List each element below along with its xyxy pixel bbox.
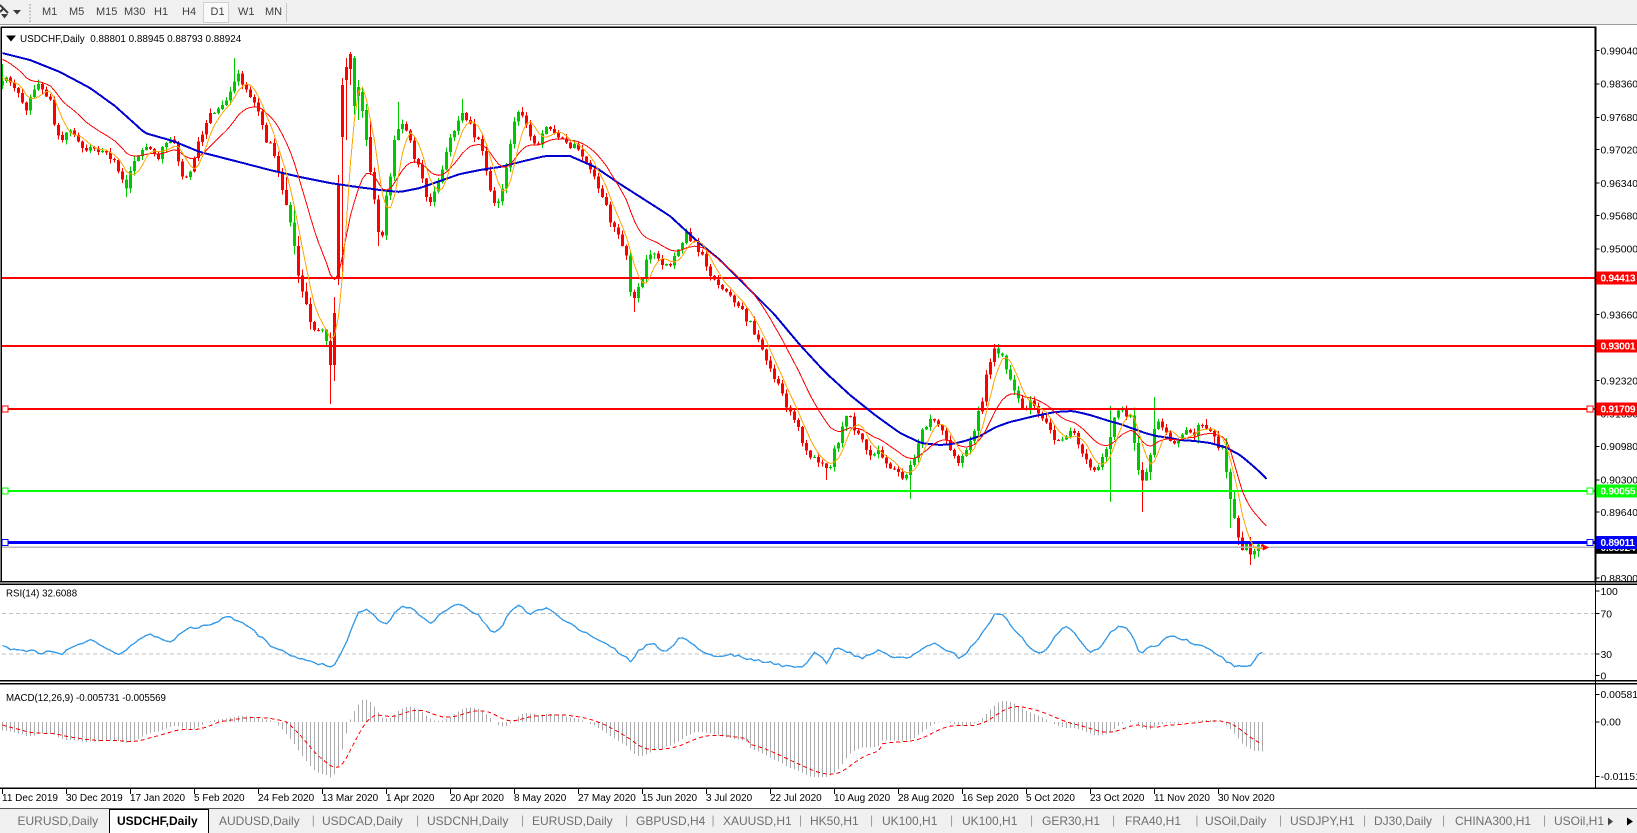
svg-text:28 Aug 2020: 28 Aug 2020 xyxy=(898,793,955,804)
svg-text:MACD(12,26,9) -0.005731 -0.005: MACD(12,26,9) -0.005731 -0.005569 xyxy=(6,693,166,704)
svg-text:0.97020: 0.97020 xyxy=(1601,146,1637,157)
svg-text:0.98360: 0.98360 xyxy=(1601,80,1637,91)
svg-text:15 Jun 2020: 15 Jun 2020 xyxy=(642,793,697,804)
svg-text:27 May 2020: 27 May 2020 xyxy=(578,793,636,804)
svg-text:0.94413: 0.94413 xyxy=(1601,274,1636,285)
svg-text:0.89640: 0.89640 xyxy=(1601,508,1637,519)
svg-text:3 Jul 2020: 3 Jul 2020 xyxy=(706,793,753,804)
svg-text:0.97680: 0.97680 xyxy=(1601,113,1637,124)
svg-text:70: 70 xyxy=(1601,609,1613,620)
svg-text:USDCHF,Daily 0.88801 0.88945: USDCHF,Daily 0.88801 0.88945 0.88793 0.8… xyxy=(20,34,242,45)
svg-text:0: 0 xyxy=(1601,671,1607,682)
svg-text:13 Mar 2020: 13 Mar 2020 xyxy=(322,793,379,804)
svg-text:RSI(14) 32.6088: RSI(14) 32.6088 xyxy=(6,589,77,600)
svg-text:8 May 2020: 8 May 2020 xyxy=(514,793,567,804)
svg-text:0.90300: 0.90300 xyxy=(1601,476,1637,487)
svg-text:23 Oct 2020: 23 Oct 2020 xyxy=(1090,793,1145,804)
svg-text:0.96340: 0.96340 xyxy=(1601,179,1637,190)
svg-text:10 Aug 2020: 10 Aug 2020 xyxy=(834,793,891,804)
svg-text:5 Oct 2020: 5 Oct 2020 xyxy=(1026,793,1075,804)
svg-text:0.92320: 0.92320 xyxy=(1601,376,1637,387)
svg-text:100: 100 xyxy=(1601,587,1619,598)
svg-text:0.00: 0.00 xyxy=(1601,718,1621,729)
svg-text:-0.011514: -0.011514 xyxy=(1601,772,1637,783)
svg-text:0.93001: 0.93001 xyxy=(1601,342,1636,353)
svg-text:30 Nov 2020: 30 Nov 2020 xyxy=(1218,793,1275,804)
svg-text:0.95000: 0.95000 xyxy=(1601,245,1637,256)
svg-text:17 Jan 2020: 17 Jan 2020 xyxy=(130,793,185,804)
svg-text:11 Nov 2020: 11 Nov 2020 xyxy=(1154,793,1210,804)
svg-text:24 Feb 2020: 24 Feb 2020 xyxy=(258,793,315,804)
svg-text:0.93660: 0.93660 xyxy=(1601,311,1637,322)
svg-text:11 Dec 2019: 11 Dec 2019 xyxy=(2,793,58,804)
svg-text:0.005818: 0.005818 xyxy=(1601,690,1637,701)
svg-text:0.88300: 0.88300 xyxy=(1601,574,1637,585)
svg-text:16 Sep 2020: 16 Sep 2020 xyxy=(962,793,1019,804)
svg-text:0.99040: 0.99040 xyxy=(1601,46,1637,57)
svg-text:0.90055: 0.90055 xyxy=(1601,487,1636,498)
svg-text:30: 30 xyxy=(1601,650,1613,661)
svg-text:5 Feb 2020: 5 Feb 2020 xyxy=(194,793,245,804)
svg-text:0.89011: 0.89011 xyxy=(1601,538,1636,549)
svg-text:30 Dec 2019: 30 Dec 2019 xyxy=(66,793,123,804)
svg-text:1 Apr 2020: 1 Apr 2020 xyxy=(386,793,435,804)
svg-text:0.91709: 0.91709 xyxy=(1601,405,1636,416)
svg-text:20 Apr 2020: 20 Apr 2020 xyxy=(450,793,504,804)
svg-text:0.95680: 0.95680 xyxy=(1601,211,1637,222)
svg-text:0.90980: 0.90980 xyxy=(1601,442,1637,453)
svg-text:22 Jul 2020: 22 Jul 2020 xyxy=(770,793,822,804)
